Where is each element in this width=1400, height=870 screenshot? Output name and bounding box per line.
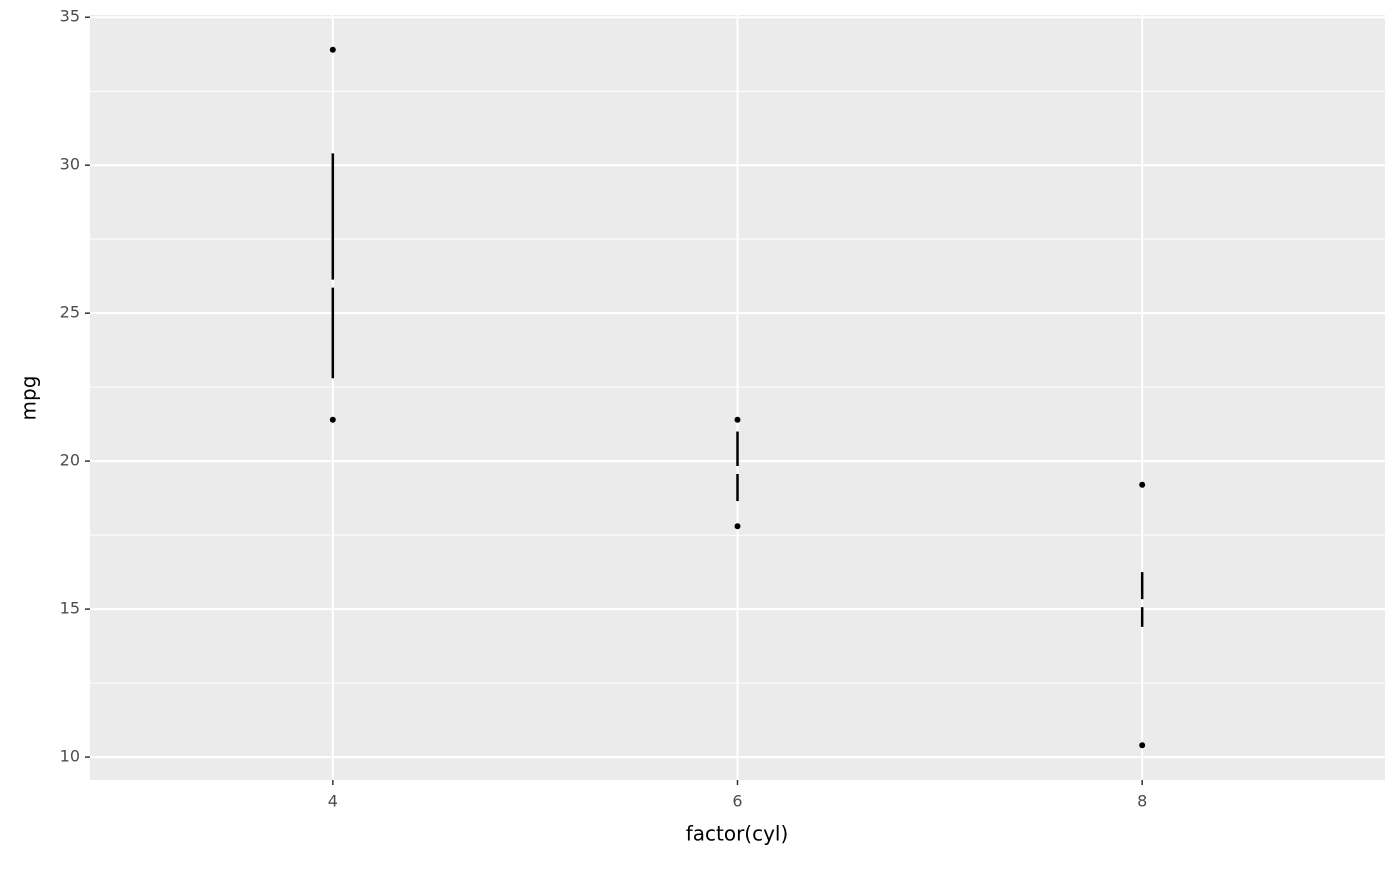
y-tick-label: 35 — [60, 7, 80, 26]
min-point — [1139, 742, 1146, 749]
max-point — [1139, 481, 1146, 488]
y-tick-label: 20 — [60, 451, 80, 470]
min-point — [734, 523, 741, 530]
y-tick-label: 25 — [60, 303, 80, 322]
x-tick-label: 8 — [1137, 792, 1147, 811]
x-axis-title: factor(cyl) — [686, 822, 789, 846]
y-tick-label: 30 — [60, 155, 80, 174]
y-tick-label: 15 — [60, 599, 80, 618]
y-axis-title: mpg — [17, 376, 41, 421]
x-tick-label: 6 — [732, 792, 742, 811]
min-point — [329, 416, 336, 423]
max-point — [734, 416, 741, 423]
y-tick-label: 10 — [60, 747, 80, 766]
x-tick-label: 4 — [328, 792, 338, 811]
max-point — [329, 46, 336, 53]
